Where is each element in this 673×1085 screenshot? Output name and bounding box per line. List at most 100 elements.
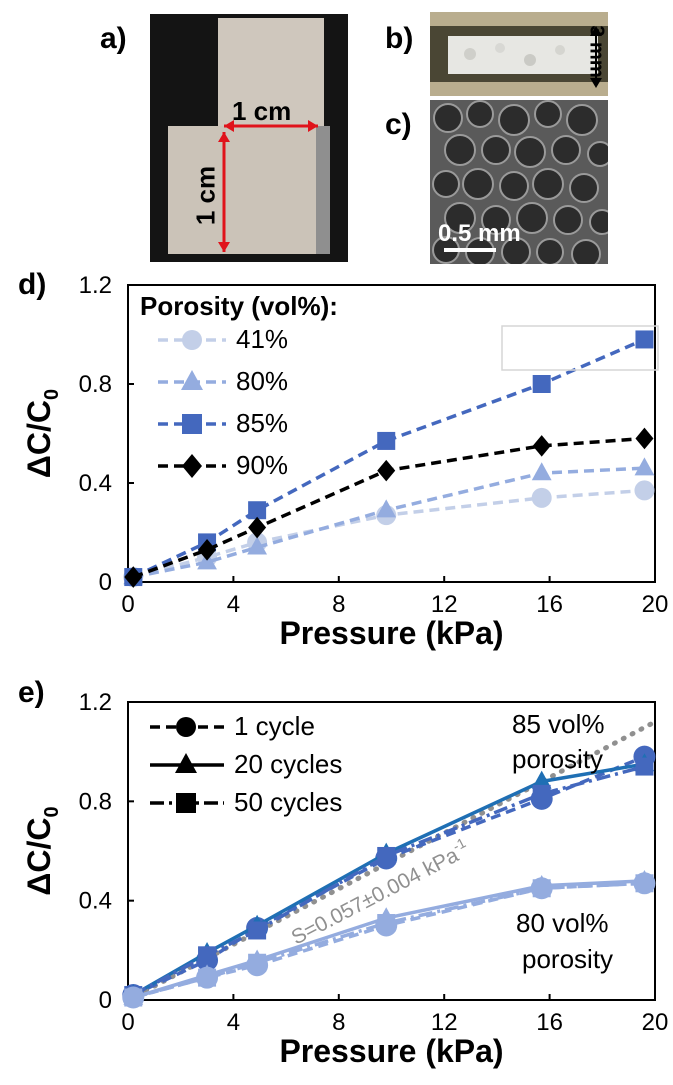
chart-d-point-0 (634, 480, 655, 501)
chart-d-empty-box (501, 325, 659, 371)
chart-e-ytick-label: 0 (99, 987, 112, 1014)
chart-d-ytick-label: 0 (99, 569, 112, 596)
chart-e-plot-frame (127, 701, 656, 1001)
chart-e-annotation-85-line1: 85 vol% (512, 709, 605, 739)
chart-d-legend-label-1: 80% (236, 366, 288, 396)
chart-d-point-1 (247, 536, 268, 555)
chart-d-point-3 (248, 516, 267, 539)
chart-d-legend-label-0: 41% (236, 324, 288, 354)
chart-e-point-2 (377, 846, 396, 865)
chart-e-point-2 (248, 921, 267, 940)
chart-e-line-5 (132, 881, 645, 1000)
chart-d-x-axis-label: Pressure (kPa) (279, 615, 503, 651)
chart-e-legend-label-1: 20 cycles (234, 749, 342, 779)
chart-d-legend-marker-2 (182, 414, 202, 434)
chart-d-point-1 (634, 457, 655, 476)
chart-d-point-1 (531, 462, 552, 481)
chart-d-ytick-label: 0.8 (79, 371, 112, 398)
chart-e-legend-marker-2 (176, 793, 196, 813)
chart-d-point-3 (635, 427, 654, 450)
panel-label-b: b) (385, 22, 414, 55)
chart-e-legend-label-2: 50 cycles (234, 787, 342, 817)
chart-d-legend-label-2: 85% (236, 408, 288, 438)
chart-e-annotation-80-line1: 80 vol% (516, 908, 609, 938)
panel-label-a: a) (100, 22, 127, 55)
sample-photo-drawing (168, 18, 330, 254)
chart-d-legend: Porosity (vol%):41% 80% 85% 90% (140, 291, 338, 480)
chart-d-point-2 (377, 431, 396, 450)
sem-scale-label: 0.5 mm (438, 220, 521, 247)
chart-e-series (122, 719, 658, 1009)
chart-e-line-4 (132, 879, 645, 1000)
chart-e-xtick-label: 16 (536, 1009, 563, 1036)
chart-e-legend-label-0: 1 cycle (234, 711, 315, 741)
chart-d-xtick-label: 0 (121, 591, 134, 618)
chart-d-legend-marker-1 (181, 370, 203, 390)
chart-e-ytick-label: 0.8 (79, 788, 112, 815)
chart-e-xtick-label: 0 (121, 1009, 134, 1036)
panel-label-e: e) (18, 676, 45, 709)
chart-e-line-1 (132, 762, 645, 997)
cross-section-drawing (430, 26, 608, 88)
chart-e-point-5 (635, 874, 654, 893)
chart-d-xtick-label: 8 (332, 591, 345, 618)
chart-d-line-2 (132, 337, 646, 579)
chart-e-legend: 1 cycle 20 cycles 50 cycles (150, 711, 342, 817)
chart-d-axes: 0 4 8 12 16 20 0 0.4 0.8 1.2 Pressure (kPa) ΔC/C0 (21, 272, 668, 651)
chart-d-xtick-label: 16 (536, 591, 563, 618)
chart-e-xtick-label: 12 (431, 1009, 458, 1036)
chart-e-point-5 (532, 879, 551, 898)
chart-e-point-5 (124, 988, 143, 1007)
chart-d-line-3 (132, 436, 645, 579)
chart-d-point-3 (198, 539, 217, 561)
chart-d-legend-marker-3 (182, 454, 202, 478)
cross-section-photo: 3 mm (430, 12, 608, 96)
chart-d-line-1 (132, 466, 645, 579)
chart-d-point-2 (635, 330, 654, 349)
chart-e-legend-marker-1 (175, 753, 197, 773)
chart-d-xtick-label: 12 (431, 591, 458, 618)
chart-e-annotation-80-line2: porosity (522, 944, 613, 974)
chart-d-series (123, 330, 655, 588)
chart-e-legend-marker-0 (176, 717, 196, 737)
chart-e-xtick-label: 20 (642, 1009, 669, 1036)
chart-d-point-0 (531, 487, 552, 508)
chart-e-point-2 (198, 946, 217, 965)
chart-d-xtick-label: 4 (227, 591, 240, 618)
chart-e-ytick-label: 0.4 (79, 888, 112, 915)
chart-e-xtick-label: 4 (227, 1009, 240, 1036)
chart-d-point-1 (376, 499, 397, 518)
sem-image: 0.5 mm (430, 100, 608, 264)
panel-label-d: d) (18, 268, 47, 301)
chart-e-xtick-label: 8 (332, 1009, 345, 1036)
chart-e-point-5 (248, 953, 267, 972)
dimension-horizontal-label: 1 cm (232, 96, 292, 126)
chart-d-legend-title: Porosity (vol%): (140, 291, 338, 321)
chart-d-point-2 (248, 501, 267, 520)
panel-label-c: c) (385, 108, 412, 141)
chart-e-point-1 (531, 770, 552, 789)
chart-e-annotation-85-line2: porosity (512, 744, 603, 774)
chart-e-x-axis-label: Pressure (kPa) (279, 1033, 503, 1069)
chart-e-point-2 (635, 757, 654, 776)
chart-d-plot-frame (127, 284, 656, 583)
chart-d-legend-label-3: 90% (236, 450, 288, 480)
chart-d-point-3 (124, 566, 143, 588)
chart-e-point-2 (532, 784, 551, 803)
chart-d-y-axis-label: ΔC/C0 (21, 389, 63, 478)
chart-d-point-3 (377, 459, 396, 482)
chart-e-axes: 0 4 8 12 16 20 0 0.4 0.8 1.2 Pressure (kPa) ΔC/C0 (21, 689, 668, 1069)
chart-e-point-5 (377, 914, 396, 933)
sem-texture (432, 100, 608, 264)
chart-d-ytick-label: 0.4 (79, 470, 112, 497)
chart-e-point-5 (198, 968, 217, 987)
chart-e-y-axis-label: ΔC/C0 (21, 806, 63, 895)
chart-e-ytick-label: 1.2 (79, 689, 112, 716)
chart-d-legend-marker-0 (182, 330, 202, 350)
chart-d-xtick-label: 20 (642, 591, 669, 618)
sample-photo: 1 cm 1 cm (150, 14, 348, 262)
chart-d-point-2 (532, 375, 551, 393)
chart-d-point-3 (532, 435, 551, 457)
chart-e-line-0 (132, 755, 646, 997)
